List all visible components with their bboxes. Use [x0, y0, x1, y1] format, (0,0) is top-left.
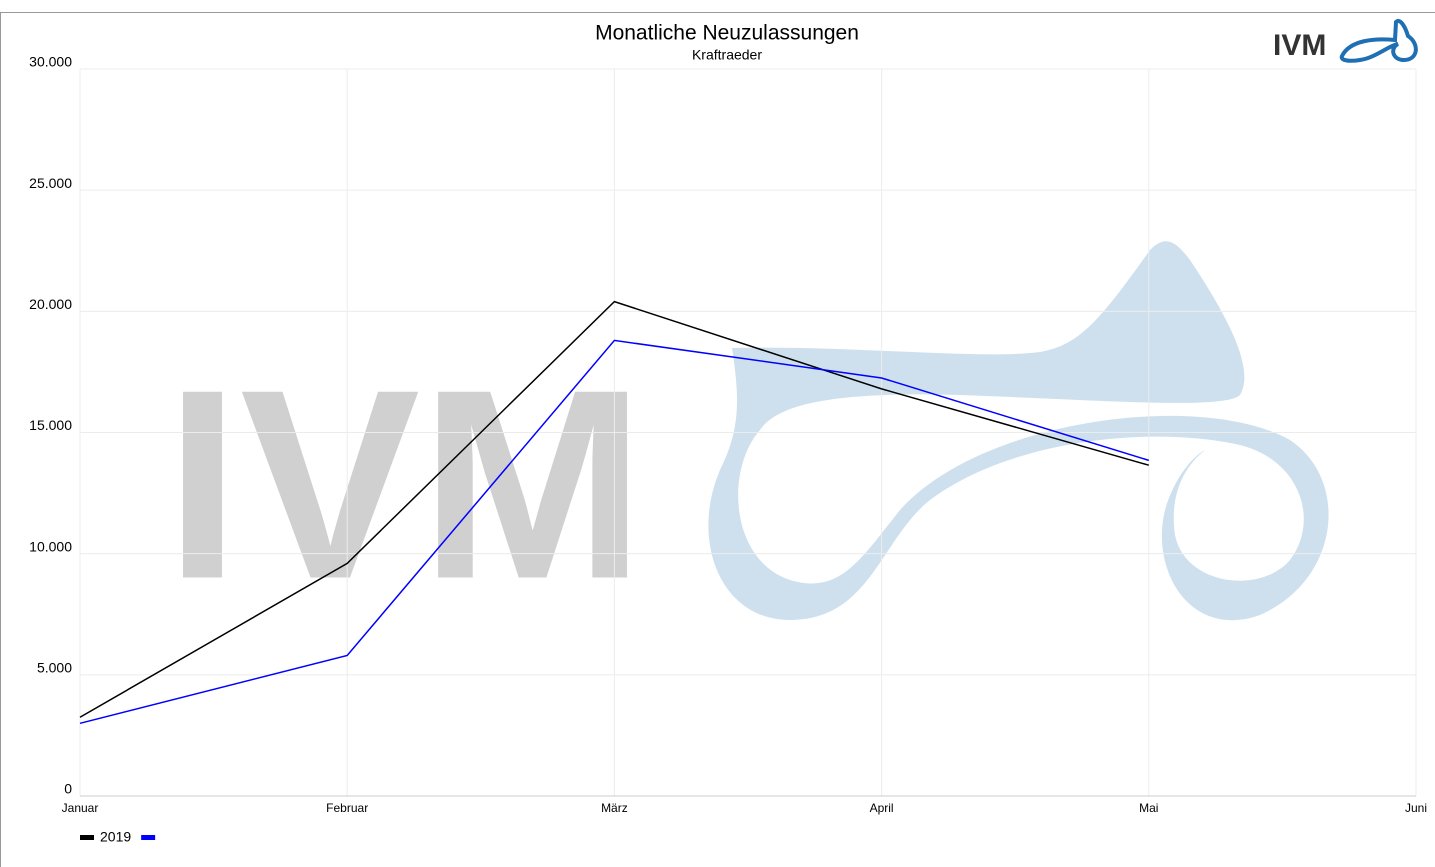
watermark-swoosh [708, 241, 1329, 621]
watermark-text: IVM [165, 335, 645, 636]
watermark: IVM [165, 241, 1329, 636]
x-tick-label: Februar [326, 801, 368, 815]
legend-label: 2019 [100, 829, 131, 845]
logo: IVM [1273, 19, 1418, 63]
grid [79, 68, 1417, 797]
series-line [79, 300, 1150, 718]
y-tick-label: 0 [64, 781, 72, 797]
series-line [79, 339, 1150, 725]
chart-subtitle: Kraftraeder [692, 47, 762, 63]
y-tick-label: 15.000 [29, 417, 72, 433]
y-tick-label: 5.000 [37, 660, 72, 676]
x-tick-label: April [870, 801, 894, 815]
y-tick-label: 20.000 [29, 296, 72, 312]
x-tick-label: Januar [62, 801, 99, 815]
x-tick-label: März [601, 801, 628, 815]
legend: 2019 [80, 829, 156, 845]
x-tick-label: Mai [1139, 801, 1158, 815]
y-tick-label: 25.000 [29, 175, 72, 191]
legend-swatch [141, 835, 156, 840]
y-tick-label: 10.000 [29, 538, 72, 554]
legend-swatch [80, 835, 94, 840]
logo-mark [1339, 19, 1418, 63]
logo-text: IVM [1273, 29, 1326, 62]
plot [79, 300, 1150, 725]
y-tick-label: 30.000 [29, 54, 72, 70]
frame [0, 12, 1435, 867]
x-tick-label: Juni [1405, 801, 1427, 815]
chart-title: Monatliche Neuzulassungen [595, 22, 859, 45]
